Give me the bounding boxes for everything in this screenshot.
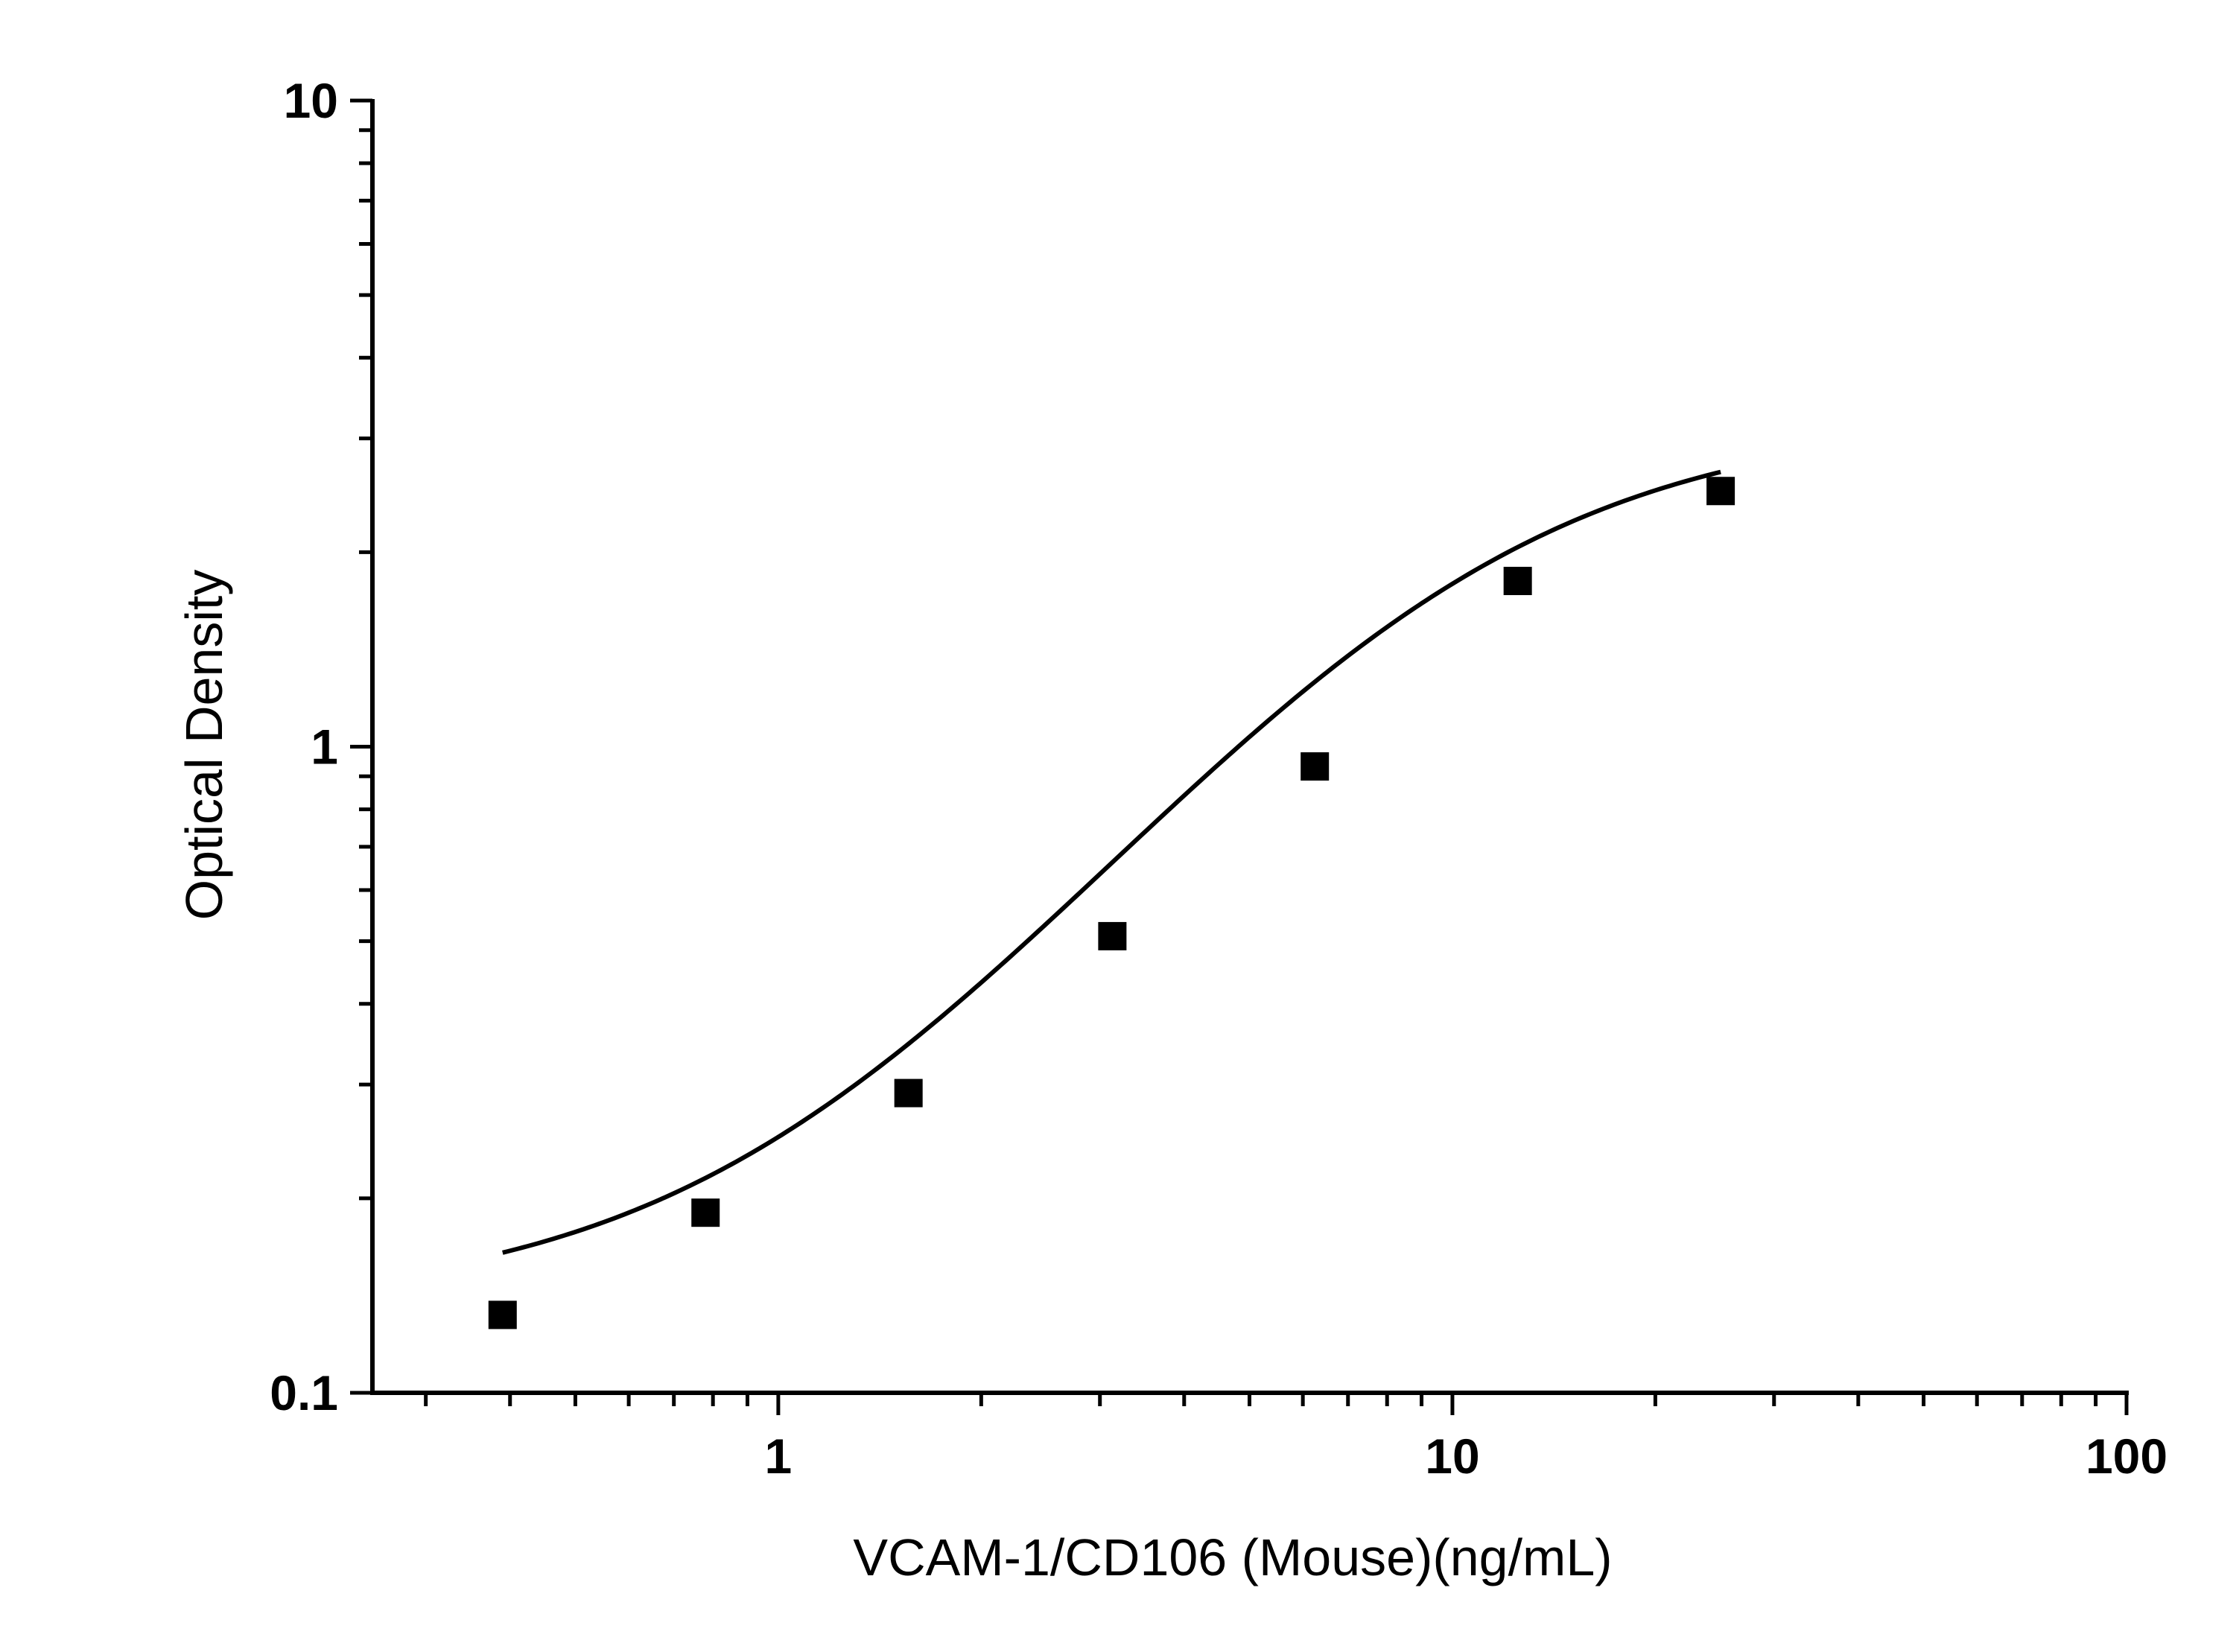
y-tick-label: 0.1: [270, 1365, 338, 1420]
data-point: [894, 1078, 923, 1108]
x-axis-title: VCAM-1/CD106 (Mouse)(ng/mL): [853, 1528, 1612, 1586]
data-points: [488, 477, 1735, 1329]
data-point: [488, 1300, 517, 1329]
tick-labels: 1 10 100 0.1 1 10: [270, 73, 2167, 1484]
data-point: [1098, 921, 1127, 950]
data-point: [1300, 752, 1330, 781]
y-axis-title: Optical Density: [175, 570, 233, 921]
x-tick-label: 100: [2086, 1429, 2167, 1484]
axes: [370, 99, 2129, 1395]
fit-curve: [502, 469, 1721, 1255]
y-tick-label: 1: [311, 719, 338, 775]
data-point: [691, 1198, 720, 1227]
y-tick-label: 10: [284, 73, 338, 128]
data-point: [1706, 477, 1735, 506]
x-tick-label: 10: [1425, 1429, 1479, 1484]
data-point: [1503, 567, 1532, 596]
x-tick-label: 1: [765, 1429, 793, 1484]
ticks: [350, 98, 2129, 1415]
